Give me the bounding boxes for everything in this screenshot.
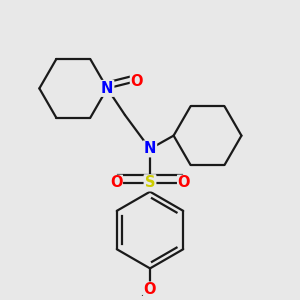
- Text: S: S: [145, 175, 155, 190]
- Text: N: N: [144, 141, 156, 156]
- Text: O: O: [110, 175, 122, 190]
- Text: O: O: [130, 74, 143, 88]
- Text: N: N: [101, 81, 113, 96]
- Text: O: O: [178, 175, 190, 190]
- Text: O: O: [144, 282, 156, 297]
